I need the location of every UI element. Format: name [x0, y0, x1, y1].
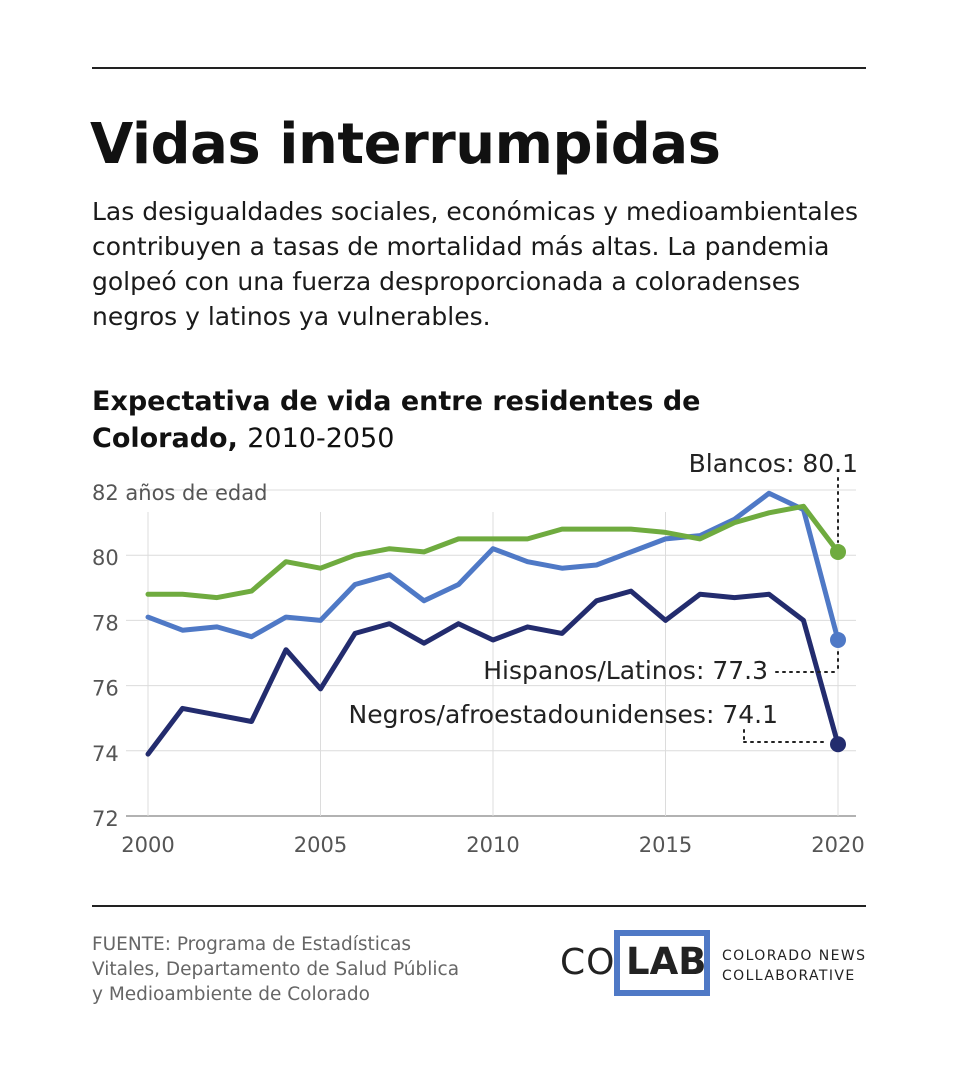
org-name-line1: COLORADO NEWS — [722, 948, 867, 964]
series-line-1 — [145, 490, 841, 643]
life-expectancy-line-chart: 72 74 76 78 80 82 años de edad 2000 2005 2010 201… — [92, 449, 865, 857]
y-tick-label: 72 — [92, 807, 119, 831]
x-tick-label: 2015 — [639, 833, 692, 857]
label-blancos: Blancos: 80.1 — [689, 449, 858, 478]
subtitle: Las desigualdades sociales, económicas y… — [92, 197, 859, 331]
bottom-rule — [92, 905, 866, 907]
series-line-0 — [145, 503, 841, 601]
page-title: Vidas interrumpidas — [90, 112, 721, 177]
chart-title-bold: Expectativa de vida entre residentes de … — [92, 386, 701, 454]
endpoint-dot-0 — [830, 543, 846, 560]
logo-frame-bottom — [614, 990, 710, 996]
endpoint-dot-2 — [830, 736, 846, 753]
source-note: FUENTE: Programa de Estadísticas Vitales… — [92, 934, 460, 1005]
logo-frame — [614, 930, 710, 996]
logo-lab-text: LAB — [626, 940, 707, 983]
top-rule — [92, 67, 866, 69]
y-tick-label: 76 — [92, 677, 119, 701]
series-line-2 — [145, 588, 841, 757]
y-tick-label: 78 — [92, 611, 119, 635]
y-tick-label: 74 — [92, 742, 119, 766]
chart-title: Expectativa de vida entre residentes de … — [92, 383, 792, 457]
y-tick-label: 82 años de edad — [92, 481, 267, 505]
label-hispanos: Hispanos/Latinos: 77.3 — [483, 656, 768, 685]
x-tick-label: 2010 — [466, 833, 519, 857]
org-name-line2: COLLABORATIVE — [722, 968, 856, 984]
x-tick-label: 2020 — [811, 833, 864, 857]
y-tick-label: 80 — [92, 546, 119, 570]
x-tick-label: 2005 — [294, 833, 347, 857]
x-tick-label: 2000 — [121, 833, 174, 857]
endpoint-dot-1 — [830, 631, 846, 648]
logo-co-text: CO — [560, 942, 616, 983]
label-negros: Negros/afroestadounidenses: 74.1 — [349, 700, 778, 729]
colab-logo: CO LAB COLORADO NEWS COLLABORATIVE — [556, 928, 876, 1006]
chart-title-range: 2010-2050 — [247, 423, 395, 454]
